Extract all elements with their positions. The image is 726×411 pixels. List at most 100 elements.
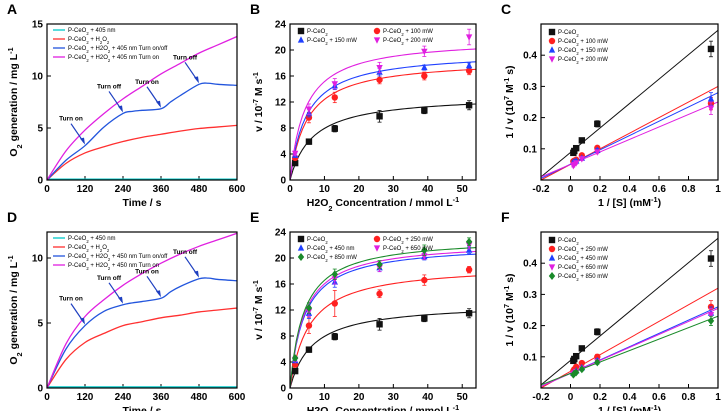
legend-label: P-CeO2 + 250 mW [558, 247, 608, 255]
data-point [578, 345, 586, 352]
x-tick-label: 0.4 [623, 392, 637, 403]
data-point [305, 346, 313, 353]
annotation-arrow-head [118, 296, 123, 304]
x-tick-label: 40 [422, 184, 434, 195]
y-tick-label: 20 [275, 46, 287, 57]
y-tick-label: 5 [37, 124, 43, 135]
legend-marker [548, 254, 556, 261]
series-line [47, 232, 237, 388]
fit-line [541, 101, 718, 178]
data-point [291, 367, 299, 375]
data-point [376, 290, 383, 297]
fit-line [541, 287, 718, 388]
fit-curve [290, 48, 476, 180]
y-tick-label: 24 [275, 228, 287, 239]
legend-label: P-CeO2 + 450 nm [68, 236, 116, 244]
x-tick-label: 10 [319, 184, 331, 195]
legend-label: P-CeO2 + 850 mW [558, 274, 608, 282]
data-point [572, 352, 580, 360]
x-tick-label: 1 [715, 392, 721, 403]
data-point [291, 354, 299, 363]
x-tick-label: 120 [77, 184, 94, 195]
y-tick-label: 20 [275, 254, 287, 265]
data-point [421, 246, 428, 255]
annotation-text: Turn on [59, 116, 83, 123]
panel-e: E 0 10 20 30 40 50 0 4 8 12 16 20 24 H2O2 Concentratio… [250, 209, 477, 411]
x-tick-label: 600 [229, 184, 246, 195]
data-point [305, 322, 313, 329]
data-point [421, 315, 428, 322]
data-point [572, 160, 580, 167]
annotation-arrow-head [156, 100, 161, 108]
legend-marker [548, 56, 556, 63]
legend-marker [373, 245, 381, 252]
annotation-text: Turn off [173, 54, 198, 61]
legend-label: P-CeO2 + 100 mW [383, 29, 433, 37]
fit-curve [290, 311, 476, 388]
panel-letter: C [501, 1, 511, 17]
legend-marker [548, 236, 556, 244]
legend-marker [373, 235, 381, 243]
plot-area [290, 237, 476, 388]
panel-b: B 0 10 20 30 40 50 0 4 8 12 16 20 24 H2O2 Concentratio… [250, 1, 477, 213]
data-point [421, 63, 428, 71]
x-tick-label: 240 [115, 392, 132, 403]
y-tick-label: 0.3 [523, 82, 537, 93]
legend-label: P-CeO2 + 405 nm [68, 28, 116, 36]
y-tick-label: 8 [280, 124, 286, 135]
annotation-text: Turn on [135, 79, 159, 86]
series-line [47, 277, 237, 388]
annotation-text: Turn on [135, 268, 159, 275]
legend-label: P-CeO2 [307, 237, 328, 245]
legend-marker [297, 36, 305, 43]
x-axis-label: 1 / [S] (mM-1) [598, 195, 661, 210]
axes-frame [289, 23, 477, 181]
fit-line [541, 315, 718, 386]
panel-letter: B [250, 1, 260, 17]
x-tick-label: -0.2 [532, 392, 550, 403]
x-tick-label: 120 [77, 392, 94, 403]
data-point [331, 333, 338, 340]
data-point [572, 363, 580, 370]
legend-marker [548, 264, 556, 271]
legend-marker [297, 27, 305, 35]
y-tick-label: 0 [37, 384, 43, 395]
legend-marker [548, 46, 556, 53]
data-point [465, 310, 473, 317]
data-point [594, 358, 601, 367]
legend-label: P-CeO2 + 650 mW [558, 265, 608, 273]
data-point [291, 150, 299, 158]
y-tick-label: 0.4 [523, 259, 537, 270]
data-point [465, 61, 473, 69]
x-tick-label: 480 [191, 392, 208, 403]
data-point [331, 300, 338, 307]
x-tick-label: 1 [715, 184, 721, 195]
legend-marker [548, 37, 556, 45]
data-point [305, 138, 313, 145]
y-tick-label: 10 [32, 254, 44, 265]
panel-a: A 0 120 240 360 480 600 0 5 10 15 Time / s O2 genera… [6, 1, 246, 209]
x-tick-label: 20 [353, 184, 365, 195]
legend-label: P-CeO2 + H2O2 [68, 245, 110, 253]
legend-label: P-CeO2 + H2O2 [68, 37, 110, 45]
fit-curve [290, 247, 476, 388]
data-point [305, 114, 313, 121]
data-point [421, 48, 428, 56]
x-axis-label: 1 / [S] (mM-1) [598, 403, 661, 411]
data-point [376, 321, 383, 328]
data-point [421, 276, 428, 284]
plot-area [541, 29, 718, 180]
x-tick-label: 0.8 [682, 392, 696, 403]
data-point [421, 107, 428, 114]
x-tick-label: -0.2 [532, 184, 550, 195]
x-tick-label: 0 [287, 392, 293, 403]
y-tick-label: 12 [275, 306, 287, 317]
y-axis-label: O2 generation / mg L-1 [6, 47, 24, 156]
x-tick-label: 0.2 [593, 184, 607, 195]
y-axis-label: 1 / v (107 M-1 s) [502, 65, 517, 138]
legend-label: P-CeO2 + 450 mW [558, 256, 608, 264]
legend-marker [548, 28, 556, 36]
y-tick-label: 4 [280, 150, 286, 161]
data-point [572, 144, 580, 152]
